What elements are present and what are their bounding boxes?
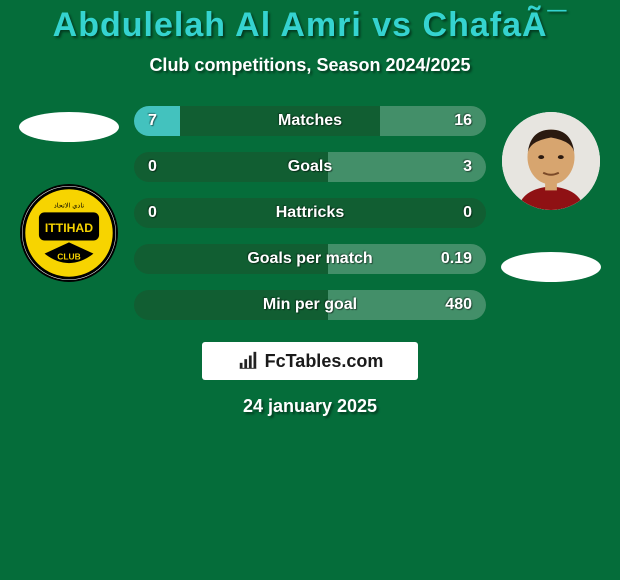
svg-text:نادي الاتحاد: نادي الاتحاد (54, 202, 84, 210)
stat-right-value: 480 (445, 296, 472, 314)
stat-label: Min per goal (263, 296, 357, 314)
svg-text:CLUB: CLUB (57, 251, 80, 261)
stat-row: 7 Matches 16 (134, 106, 486, 136)
stat-row: Min per goal 480 (134, 290, 486, 320)
brand-label: FcTables.com (265, 351, 384, 372)
left-club-badge: ITTIHAD CLUB نادي الاتحاد (20, 184, 118, 282)
stat-row: Goals per match 0.19 (134, 244, 486, 274)
player-head-icon (502, 112, 600, 210)
stat-right-value: 0 (463, 204, 472, 222)
comparison-subtitle: Club competitions, Season 2024/2025 (149, 55, 470, 76)
svg-text:ITTIHAD: ITTIHAD (45, 221, 93, 235)
left-player-column: ITTIHAD CLUB نادي الاتحاد (14, 106, 124, 282)
stat-row: 0 Hattricks 0 (134, 198, 486, 228)
stat-right-value: 0.19 (441, 250, 472, 268)
stat-row: 0 Goals 3 (134, 152, 486, 182)
stat-label: Goals (288, 158, 332, 176)
right-player-column (496, 106, 606, 282)
comparison-title: Abdulelah Al Amri vs ChafaÃ¯ (53, 6, 568, 45)
right-nameplate-ellipse (501, 252, 601, 282)
stat-label: Matches (278, 112, 342, 130)
stat-right-value: 3 (463, 158, 472, 176)
stat-left-value: 0 (148, 158, 157, 176)
left-club-crest-icon: ITTIHAD CLUB نادي الاتحاد (22, 186, 116, 280)
stats-rows: 7 Matches 16 0 Goals 3 0 Hattricks 0 Goals per ma… (134, 106, 486, 320)
stat-label: Goals per match (247, 250, 372, 268)
stat-label: Hattricks (276, 204, 344, 222)
stat-left-value: 7 (148, 112, 157, 130)
right-player-avatar (502, 112, 600, 210)
comparison-body: ITTIHAD CLUB نادي الاتحاد 7 Matches 16 0 Goa… (0, 106, 620, 320)
bars-chart-icon (237, 350, 259, 372)
snapshot-date: 24 january 2025 (243, 396, 377, 417)
stat-right-value: 16 (454, 112, 472, 130)
stat-left-value: 0 (148, 204, 157, 222)
brand-badge: FcTables.com (202, 342, 418, 380)
left-nameplate-ellipse (19, 112, 119, 142)
